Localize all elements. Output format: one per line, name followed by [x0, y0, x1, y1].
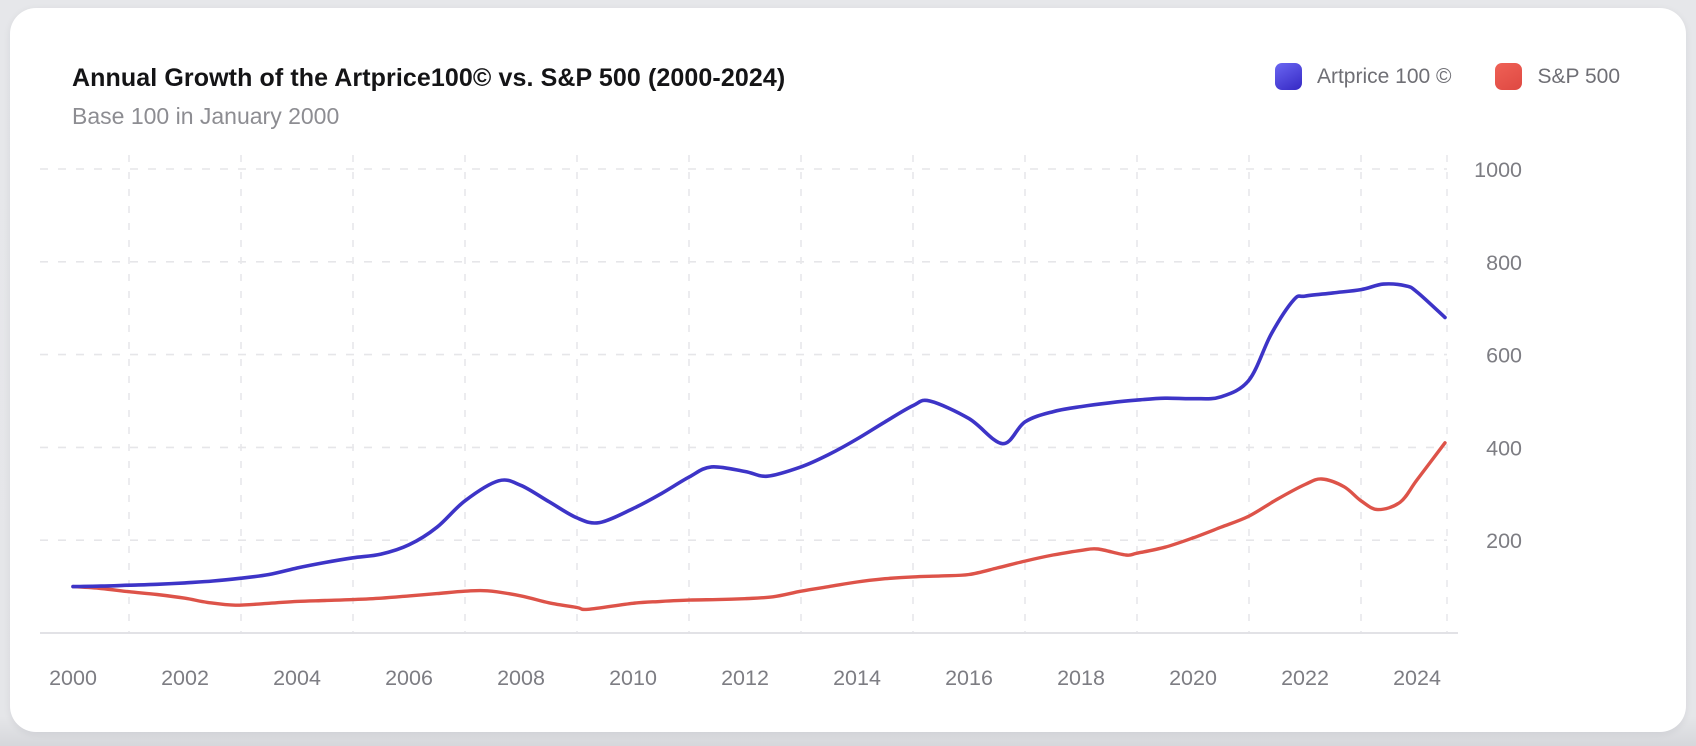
chart-card: Annual Growth of the Artprice100© vs. S&…	[10, 8, 1686, 732]
x-axis-tick-label: 2006	[385, 666, 433, 690]
sp500-line	[71, 441, 1447, 612]
y-axis-tick-label: 800	[1486, 251, 1522, 275]
legend-item-sp500[interactable]: S&P 500	[1495, 63, 1620, 90]
artprice-line	[71, 282, 1447, 589]
x-axis-tick-label: 2020	[1169, 666, 1217, 690]
y-axis-tick-label: 200	[1486, 529, 1522, 553]
sp500-series-swatch-icon	[1495, 63, 1523, 90]
x-axis-tick-label: 2014	[833, 666, 881, 690]
x-axis-tick-label: 2010	[609, 666, 657, 690]
y-axis-tick-label: 600	[1486, 344, 1522, 368]
x-axis-tick-label: 2000	[49, 666, 97, 690]
legend-label-sp500: S&P 500	[1537, 64, 1620, 88]
chart-subtitle: Base 100 in January 2000	[72, 103, 340, 129]
x-axis-tick-label: 2004	[273, 666, 321, 690]
artprice-series-swatch-icon	[1274, 63, 1302, 90]
x-axis-tick-label: 2002	[161, 666, 209, 690]
legend-item-artprice[interactable]: Artprice 100 ©	[1274, 63, 1452, 90]
y-axis-tick-label: 400	[1486, 436, 1522, 460]
x-axis-tick-label: 2024	[1393, 666, 1441, 690]
y-axis-tick-label: 1000	[1474, 158, 1522, 182]
chart-legend: Artprice 100 © S&P 500	[1274, 63, 1620, 90]
x-axis-tick-label: 2008	[497, 666, 545, 690]
x-axis-tick-label: 2012	[721, 666, 769, 690]
page-title: Annual Growth of the Artprice100© vs. S&…	[72, 64, 786, 92]
x-axis-tick-label: 2018	[1057, 666, 1105, 690]
x-axis-tick-label: 2016	[945, 666, 993, 690]
legend-label-artprice: Artprice 100 ©	[1316, 64, 1452, 88]
x-axis-tick-label: 2022	[1281, 666, 1329, 690]
